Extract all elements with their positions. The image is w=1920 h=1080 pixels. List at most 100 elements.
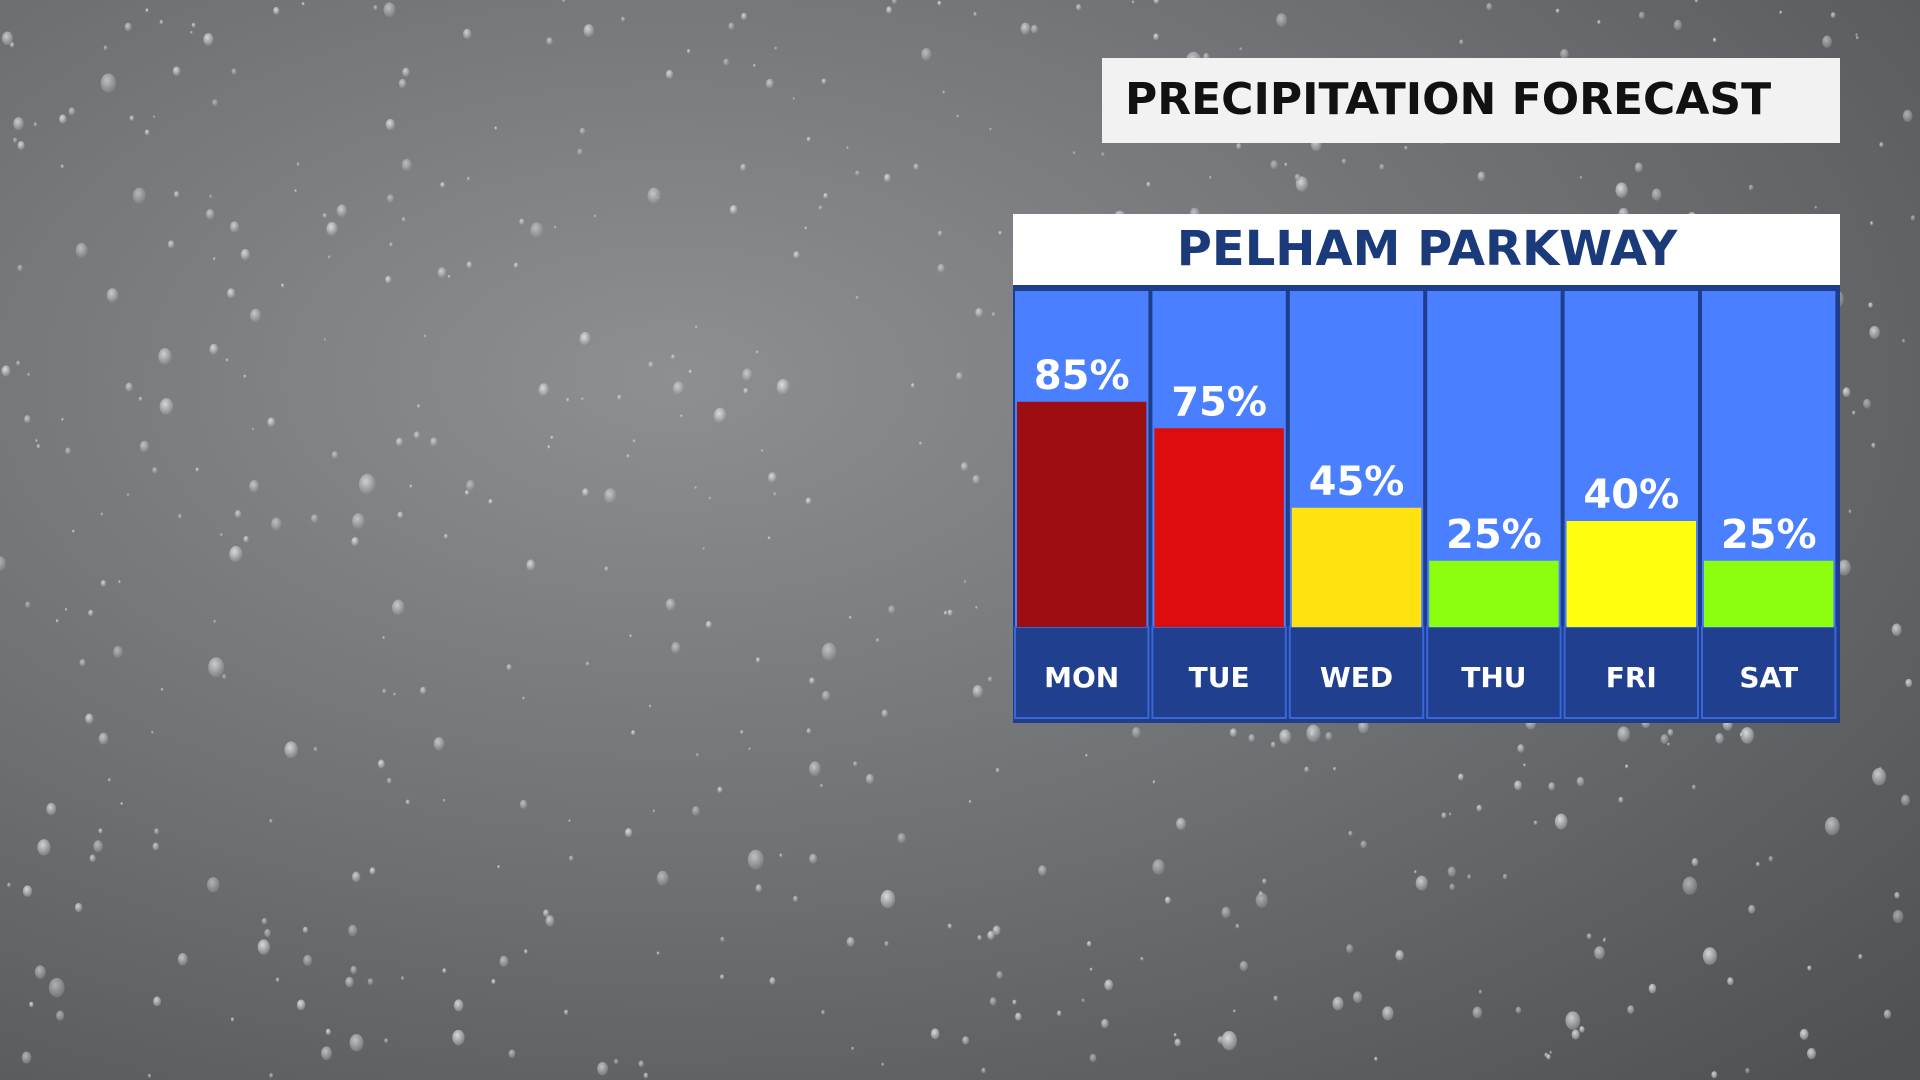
raindrop	[269, 819, 273, 824]
raindrop	[881, 1062, 884, 1066]
raindrop	[12, 137, 18, 144]
raindrop	[345, 976, 354, 988]
raindrop	[1768, 856, 1773, 862]
raindrop	[729, 204, 738, 215]
raindrop	[809, 761, 821, 777]
raindrop	[21, 1051, 32, 1064]
raindrop	[656, 951, 660, 956]
raindrop	[488, 498, 493, 505]
raindrop	[1486, 3, 1493, 11]
raindrop	[1902, 338, 1906, 343]
raindrop	[152, 842, 160, 851]
raindrop	[1221, 1030, 1237, 1051]
raindrop	[313, 746, 318, 752]
raindrop	[107, 778, 111, 782]
raindrop	[705, 620, 712, 629]
raindrop	[466, 176, 471, 181]
raindrop	[617, 394, 622, 401]
raindrop	[1233, 1009, 1236, 1013]
raindrop	[547, 445, 551, 450]
raindrop	[267, 417, 276, 428]
raindrop	[1517, 744, 1525, 753]
raindrop	[604, 488, 617, 504]
raindrop	[804, 226, 808, 230]
raindrop	[577, 148, 583, 156]
raindrop	[1586, 933, 1592, 940]
raindrop	[881, 709, 888, 718]
raindrop	[296, 999, 306, 1011]
raindrop	[138, 396, 143, 402]
raindrop	[1020, 22, 1031, 35]
raindrop	[209, 343, 219, 355]
raindrop	[884, 941, 889, 947]
raindrop	[139, 440, 150, 453]
raindrop	[793, 251, 800, 259]
raindrop	[1382, 1006, 1394, 1021]
raindrop	[742, 368, 753, 382]
raindrop	[821, 78, 827, 85]
raindrop	[741, 12, 748, 21]
raindrop	[631, 730, 636, 736]
raindrop	[383, 2, 396, 18]
raindrop	[897, 832, 906, 844]
raindrop	[393, 692, 396, 696]
raindrop	[351, 871, 361, 883]
raindrop	[1346, 944, 1354, 954]
raindrop	[1667, 728, 1674, 736]
raindrop	[809, 853, 818, 864]
raindrop	[604, 566, 609, 572]
raindrop	[656, 870, 669, 886]
raindrop	[13, 117, 24, 131]
raindrop	[582, 488, 589, 497]
raindrop	[1855, 33, 1858, 37]
raindrop	[209, 194, 213, 199]
raindrop	[397, 511, 404, 519]
raindrop	[386, 777, 392, 784]
raindrop	[491, 978, 496, 985]
raindrop	[0, 556, 7, 571]
raindrop	[249, 480, 260, 493]
raindrop	[943, 610, 948, 616]
raindrop	[1858, 953, 1863, 960]
raindrop	[440, 182, 445, 188]
raindrop	[17, 264, 23, 272]
raindrop	[855, 295, 859, 300]
raindrop	[568, 855, 574, 862]
raindrop	[443, 798, 446, 802]
raindrop	[713, 407, 727, 424]
raindrop	[430, 437, 438, 447]
raindrop	[853, 761, 858, 767]
raindrop	[322, 212, 328, 219]
raindrop	[506, 664, 512, 671]
raindrop	[98, 732, 109, 745]
raindrop	[566, 397, 570, 403]
raindrop	[1173, 1033, 1177, 1037]
raindrop	[323, 338, 327, 342]
raindrop	[93, 840, 103, 853]
raindrop	[294, 189, 297, 193]
raindrop	[442, 968, 447, 974]
raindrop	[1868, 302, 1873, 309]
raindrop	[88, 609, 94, 617]
raindrop	[538, 383, 550, 397]
raindrop	[1727, 977, 1734, 986]
raindrop	[1618, 796, 1624, 803]
raindrop	[776, 378, 790, 396]
raindrop	[809, 677, 815, 685]
raindrop	[568, 819, 571, 823]
raindrop	[37, 839, 51, 856]
raindrop	[103, 45, 108, 51]
raindrop	[680, 414, 683, 418]
raindrop	[326, 221, 338, 237]
raindrop	[774, 46, 778, 50]
day-cell	[1014, 626, 1150, 719]
raindrop	[851, 1046, 855, 1051]
day-cell	[1288, 626, 1425, 719]
raindrop	[1304, 766, 1309, 773]
raindrop	[1555, 8, 1560, 14]
raindrop	[494, 126, 498, 131]
raindrop	[1830, 12, 1836, 19]
raindrop	[177, 513, 182, 519]
raindrop	[1740, 727, 1754, 744]
